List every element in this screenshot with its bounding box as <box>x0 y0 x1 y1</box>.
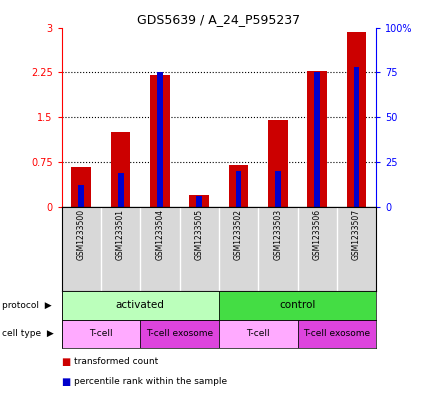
Bar <box>190 195 209 207</box>
Text: GSM1233505: GSM1233505 <box>195 209 204 261</box>
Text: GSM1233502: GSM1233502 <box>234 209 243 260</box>
Text: GSM1233503: GSM1233503 <box>273 209 282 261</box>
Bar <box>150 75 170 207</box>
Title: GDS5639 / A_24_P595237: GDS5639 / A_24_P595237 <box>137 13 300 26</box>
Text: GSM1233504: GSM1233504 <box>156 209 164 261</box>
Bar <box>307 71 327 207</box>
Text: GSM1233507: GSM1233507 <box>352 209 361 261</box>
Bar <box>219 291 376 320</box>
Text: T-cell: T-cell <box>89 329 113 338</box>
Bar <box>314 72 320 207</box>
Text: percentile rank within the sample: percentile rank within the sample <box>74 378 227 386</box>
Text: transformed count: transformed count <box>74 357 159 366</box>
Text: T-cell: T-cell <box>246 329 270 338</box>
Bar <box>78 185 84 207</box>
Bar <box>111 132 130 207</box>
Bar <box>140 320 219 348</box>
Bar <box>354 67 360 207</box>
Text: cell type  ▶: cell type ▶ <box>2 329 54 338</box>
Bar <box>118 173 124 207</box>
Text: T-cell exosome: T-cell exosome <box>146 329 213 338</box>
Text: control: control <box>279 300 316 310</box>
Bar <box>298 320 376 348</box>
Bar <box>229 165 248 207</box>
Bar <box>71 167 91 207</box>
Bar <box>268 120 288 207</box>
Text: GSM1233506: GSM1233506 <box>313 209 322 261</box>
Bar <box>196 196 202 207</box>
Text: T-cell exosome: T-cell exosome <box>303 329 370 338</box>
Bar <box>62 291 219 320</box>
Bar <box>347 32 366 207</box>
Text: GSM1233500: GSM1233500 <box>77 209 86 261</box>
Text: GSM1233501: GSM1233501 <box>116 209 125 260</box>
Text: ■: ■ <box>62 357 71 367</box>
Text: ■: ■ <box>62 377 71 387</box>
Bar <box>62 320 140 348</box>
Bar <box>275 171 281 207</box>
Bar <box>235 171 241 207</box>
Bar <box>157 72 163 207</box>
Text: activated: activated <box>116 300 164 310</box>
Bar <box>219 320 298 348</box>
Text: protocol  ▶: protocol ▶ <box>2 301 52 310</box>
